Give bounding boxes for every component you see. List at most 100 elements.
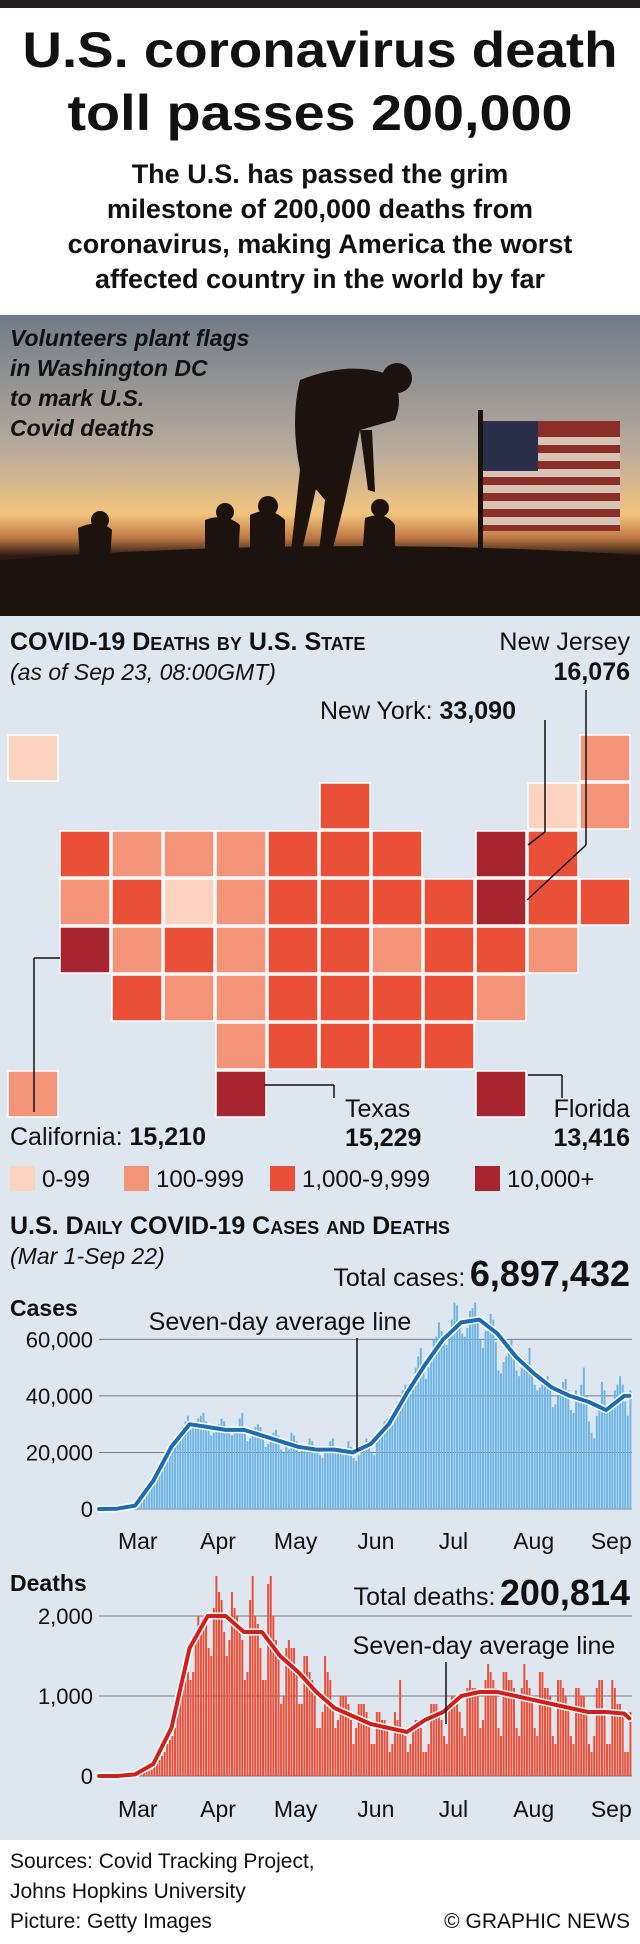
bar <box>334 1449 337 1509</box>
state <box>111 878 163 926</box>
bar <box>551 1407 554 1509</box>
bar <box>476 1696 479 1776</box>
bar <box>466 1328 469 1509</box>
bar <box>197 1616 200 1776</box>
bar <box>590 1752 593 1776</box>
callout-value: 13,416 <box>554 1124 630 1152</box>
bar <box>484 1680 487 1776</box>
section-title: U.S. Daily COVID-19 Cases and Deaths <box>10 1212 450 1240</box>
bar <box>305 1656 308 1776</box>
bar <box>533 1728 536 1776</box>
total: Total deaths: 200,814 <box>354 1572 630 1613</box>
bar <box>474 1302 477 1509</box>
bar <box>388 1752 391 1776</box>
bar <box>308 1672 311 1776</box>
line <box>97 1614 632 1778</box>
bar <box>487 1322 490 1509</box>
bar <box>360 1449 363 1509</box>
bar <box>155 1764 158 1776</box>
bar <box>218 1424 221 1509</box>
bar <box>626 1415 629 1509</box>
annotation: Seven-day average line <box>353 1632 616 1660</box>
bar <box>450 1696 453 1776</box>
bar <box>497 1728 500 1776</box>
state <box>475 830 527 878</box>
bar <box>430 1704 433 1776</box>
bar <box>425 1378 427 1509</box>
bar <box>362 1704 365 1776</box>
bar <box>236 1616 239 1776</box>
bar <box>588 1421 591 1509</box>
callout-value: 33,090 <box>440 697 516 725</box>
bar <box>554 1744 557 1776</box>
bar <box>262 1438 264 1509</box>
bar <box>166 1455 169 1509</box>
bar <box>546 1688 549 1776</box>
bar <box>140 1501 143 1509</box>
bar <box>505 1672 508 1776</box>
bar <box>355 1728 358 1776</box>
bar <box>445 1345 448 1509</box>
bar <box>347 1704 350 1776</box>
x-tick-label: Aug <box>513 1796 554 1822</box>
bar <box>538 1672 541 1776</box>
bar <box>179 1432 182 1509</box>
bar <box>282 1696 285 1776</box>
state <box>319 878 371 926</box>
bar <box>285 1446 288 1509</box>
bar <box>518 1736 521 1776</box>
bar <box>158 1760 161 1776</box>
state <box>319 1022 371 1070</box>
bar <box>510 1339 513 1509</box>
bar <box>150 1769 153 1776</box>
bar <box>479 1339 482 1509</box>
bar <box>277 1435 280 1509</box>
bar <box>192 1672 195 1776</box>
map <box>7 734 631 1118</box>
state <box>579 782 631 830</box>
bar <box>362 1446 365 1509</box>
bar <box>153 1480 156 1509</box>
bar <box>155 1477 158 1509</box>
x-tick-label: Apr <box>200 1528 236 1554</box>
bar <box>199 1415 202 1509</box>
state <box>423 1022 475 1070</box>
bar <box>210 1656 213 1776</box>
bar <box>399 1398 402 1509</box>
state <box>215 878 267 926</box>
bar <box>269 1438 272 1509</box>
bar <box>613 1688 616 1776</box>
bar <box>551 1736 554 1776</box>
bar <box>321 1458 324 1509</box>
bar <box>443 1736 446 1776</box>
bar <box>572 1412 575 1509</box>
bar <box>300 1704 303 1776</box>
bar <box>241 1640 244 1776</box>
bar <box>318 1728 321 1776</box>
bar <box>492 1319 495 1509</box>
bar <box>419 1728 422 1776</box>
bar <box>531 1696 534 1776</box>
bar <box>559 1393 562 1509</box>
bar <box>148 1771 151 1776</box>
bar <box>406 1390 409 1509</box>
state <box>215 974 267 1022</box>
state <box>215 1022 267 1070</box>
state <box>371 878 423 926</box>
bar <box>305 1446 308 1509</box>
state <box>319 974 371 1022</box>
bar <box>404 1384 407 1509</box>
bar <box>176 1704 179 1776</box>
bar <box>352 1744 355 1776</box>
x-tick-label: Jul <box>439 1528 468 1554</box>
bar <box>538 1387 541 1509</box>
bar <box>468 1311 471 1509</box>
state <box>7 734 59 782</box>
bar <box>593 1438 596 1509</box>
legend-label: 1,000-9,999 <box>302 1166 430 1193</box>
bar <box>256 1424 259 1509</box>
bar <box>225 1432 228 1509</box>
bar <box>619 1704 622 1776</box>
state <box>371 974 423 1022</box>
state <box>371 1022 423 1070</box>
